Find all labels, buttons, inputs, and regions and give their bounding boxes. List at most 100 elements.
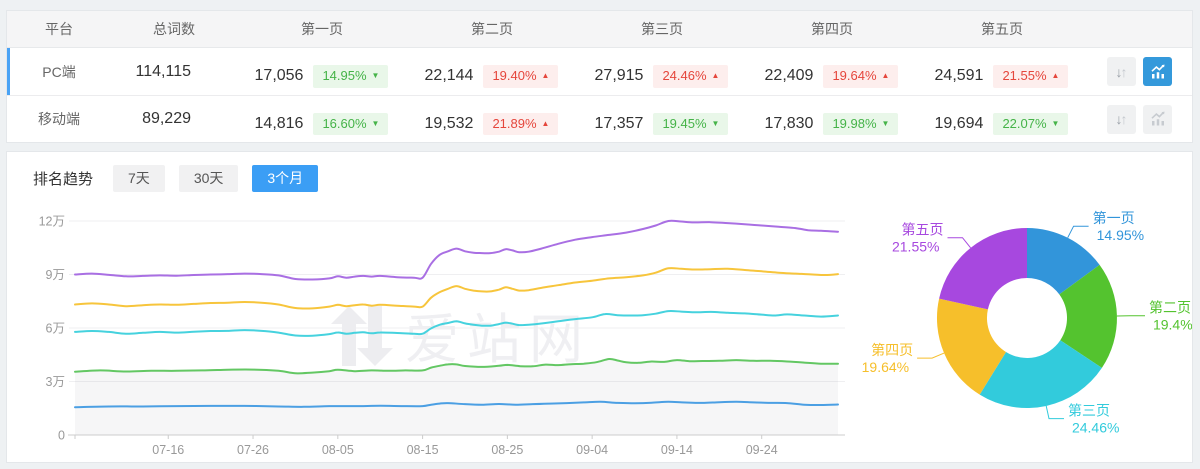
page2-cell: 19,532 21.89% ▲ <box>407 103 577 136</box>
col-header-page3: 第三页 <box>641 21 683 37</box>
platform-label: PC端 <box>42 63 76 80</box>
page3-count: 17,357 <box>594 114 644 132</box>
page5-change-badge: 22.07% ▼ <box>993 112 1069 136</box>
series-purple <box>74 219 839 281</box>
donut-label-pct: 14.95% <box>1097 227 1144 243</box>
svg-text:08-05: 08-05 <box>322 443 354 457</box>
page1-count: 14,816 <box>254 114 304 132</box>
page5-change-badge: 21.55% ▲ <box>993 65 1069 88</box>
charts-area: 爱站网 0 3万 6万 9万 12万 07-16 07-26 08-05 08-15 08-25 09… <box>7 198 1192 460</box>
trend-triangle-icon: ▲ <box>711 71 720 81</box>
page5-count: 19,694 <box>934 114 984 132</box>
donut-slice-第一页[interactable] <box>1027 227 1100 295</box>
svg-text:09-14: 09-14 <box>661 443 693 457</box>
donut-label-pct: 21.55% <box>892 239 939 255</box>
page3-cell: 17,357 19.45% ▼ <box>577 103 747 136</box>
donut-label-name: 第五页 <box>901 222 943 238</box>
page5-cell: 19,694 22.07% ▼ <box>917 103 1087 136</box>
page3-cell: 27,915 24.46% ▲ <box>577 55 747 88</box>
table-header: 平台 总词数 第一页 第二页 第三页 第四页 第五页 <box>7 11 1192 48</box>
page2-count: 22,144 <box>424 67 474 85</box>
svg-text:07-26: 07-26 <box>237 443 269 457</box>
tab-3m[interactable]: 3个月 <box>252 165 319 192</box>
svg-text:09-24: 09-24 <box>746 443 778 457</box>
donut-leader-line <box>1045 405 1064 419</box>
tab-30d[interactable]: 30天 <box>178 165 239 192</box>
trend-chart-glyph <box>1150 111 1165 126</box>
donut-slice-第二页[interactable] <box>1059 264 1117 368</box>
col-header-platform: 平台 <box>45 21 73 37</box>
svg-text:12万: 12万 <box>39 214 65 228</box>
trend-triangle-icon: ▼ <box>1051 118 1060 128</box>
series-green <box>74 357 839 375</box>
col-header-page1: 第一页 <box>301 21 343 37</box>
series-green-area <box>75 358 838 435</box>
svg-text:0: 0 <box>58 428 65 442</box>
svg-text:3万: 3万 <box>46 375 65 389</box>
donut-label-pct: 19.64% <box>862 359 909 375</box>
page4-change-badge: 19.64% ▲ <box>823 65 899 88</box>
page1-cell: 14,816 16.60% ▼ <box>237 103 407 136</box>
row-actions: ↓ ↑ <box>1087 104 1192 134</box>
donut-leader-line <box>917 352 945 359</box>
table-row-mobile[interactable]: 移动端 89,229 14,816 16.60% ▼ 19,532 21.89% ▲… <box>7 95 1192 142</box>
trend-triangle-icon: ▲ <box>1051 71 1060 81</box>
trend-triangle-icon: ▼ <box>371 71 380 81</box>
donut-label-name: 第四页 <box>871 342 913 358</box>
donut-slice-第三页[interactable] <box>979 339 1102 408</box>
total-words: 89,229 <box>142 110 191 127</box>
page4-cell: 22,409 19.64% ▲ <box>747 55 917 88</box>
trend-triangle-icon: ▼ <box>711 118 720 128</box>
page3-change-badge: 24.46% ▲ <box>653 65 729 88</box>
page5-count: 24,591 <box>934 67 984 85</box>
trend-line-chart: 爱站网 0 3万 6万 9万 12万 07-16 07-26 08-05 08-15 08-25 09… <box>39 214 845 457</box>
chart-toggle-icon[interactable] <box>1143 57 1172 86</box>
col-header-page5: 第五页 <box>981 21 1023 37</box>
page3-count: 27,915 <box>594 67 644 85</box>
page4-count: 17,830 <box>764 114 814 132</box>
page4-cell: 17,830 19.98% ▼ <box>747 103 917 136</box>
trend-title: 排名趋势 <box>33 170 94 188</box>
trend-chart-glyph <box>1150 64 1165 78</box>
series-yellow <box>74 266 839 310</box>
series-blue <box>74 400 839 408</box>
donut-leader-line <box>947 236 971 248</box>
page2-count: 19,532 <box>424 114 474 132</box>
platform-label: 移动端 <box>38 111 80 127</box>
donut-leader-line <box>1067 225 1089 238</box>
donut-slice-第四页[interactable] <box>936 298 1006 395</box>
donut-label-pct: 19.4% <box>1153 317 1192 333</box>
donut-label-name: 第一页 <box>1093 210 1135 226</box>
rank-table-panel: 平台 总词数 第一页 第二页 第三页 第四页 第五页 PC端 114,115 1… <box>6 10 1193 143</box>
svg-text:08-15: 08-15 <box>407 443 439 457</box>
page4-count: 22,409 <box>764 67 814 85</box>
sort-icon[interactable]: ↓ ↑ <box>1107 57 1136 86</box>
page4-change-badge: 19.98% ▼ <box>823 112 899 136</box>
watermark-logo: 爱站网 <box>331 305 591 370</box>
page1-change-badge: 16.60% ▼ <box>313 112 389 136</box>
donut-label-name: 第二页 <box>1149 300 1191 316</box>
col-header-page4: 第四页 <box>811 21 853 37</box>
table-row-pc[interactable]: PC端 114,115 17,056 14.95% ▼ 22,144 19.40%… <box>7 48 1192 95</box>
trend-triangle-icon: ▲ <box>881 71 890 81</box>
svg-text:爱站网: 爱站网 <box>405 310 591 370</box>
page5-cell: 24,591 21.55% ▲ <box>917 55 1087 88</box>
trend-triangle-icon: ▲ <box>541 118 550 128</box>
trend-panel: 排名趋势 7天 30天 3个月 爱站网 0 3万 6万 9万 12万 07-16 07-26 0… <box>6 151 1193 463</box>
tab-7d[interactable]: 7天 <box>113 165 165 192</box>
trend-triangle-icon: ▼ <box>881 118 890 128</box>
svg-text:08-25: 08-25 <box>491 443 523 457</box>
trend-header: 排名趋势 7天 30天 3个月 <box>7 152 1192 198</box>
page1-change-badge: 14.95% ▼ <box>313 65 389 88</box>
svg-text:9万: 9万 <box>46 268 65 282</box>
x-axis: 07-16 07-26 08-05 08-15 08-25 09-04 09-14 09-24 <box>68 434 845 457</box>
series-cyan <box>74 309 839 337</box>
svg-text:6万: 6万 <box>46 321 65 335</box>
page2-change-badge: 19.40% ▲ <box>483 65 559 88</box>
page1-count: 17,056 <box>254 67 304 85</box>
sort-icon[interactable]: ↓ ↑ <box>1107 104 1136 134</box>
chart-toggle-icon[interactable] <box>1143 104 1172 134</box>
donut-slice-第五页[interactable] <box>939 227 1027 310</box>
